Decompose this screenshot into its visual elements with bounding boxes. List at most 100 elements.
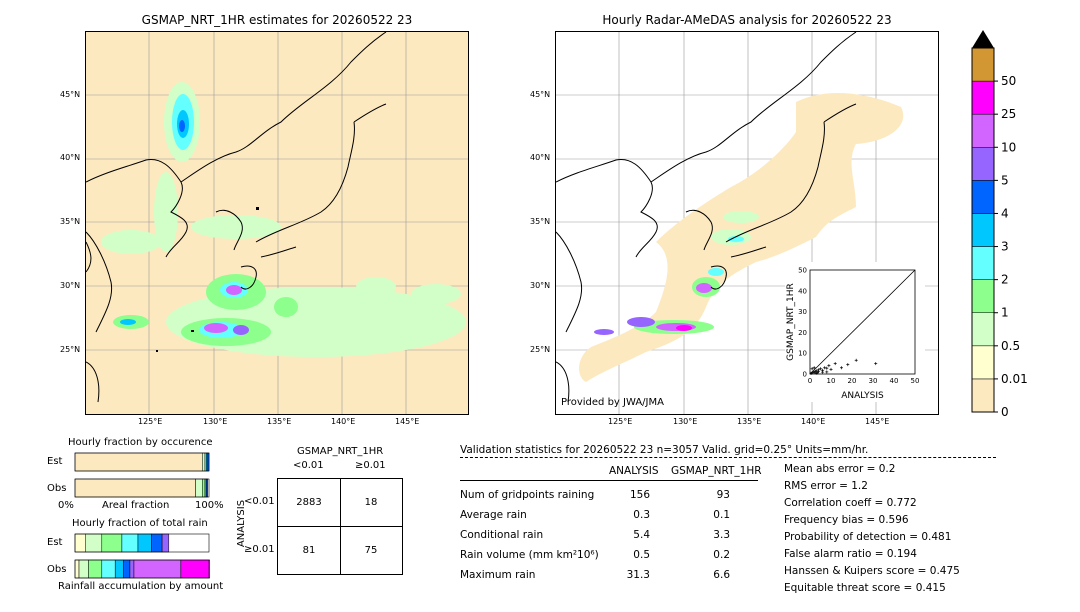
right-lon-label-140: 140°E: [801, 417, 826, 426]
scatter-x-tick: 40: [890, 377, 899, 385]
stack-segment: [101, 533, 123, 553]
scatter-x-tick: 50: [911, 377, 920, 385]
scatter-inset: 0 0 10 10 20 20 30 30 40 40 50 50 ANALYSIS GSMAP_NRT_…: [785, 262, 925, 402]
score-line: RMS error = 1.2: [784, 480, 868, 492]
score-line: Correlation coeff = 0.772: [784, 497, 917, 509]
scatter-point: [810, 367, 814, 371]
stack-segment: [137, 533, 152, 553]
radar-credit: Provided by JWA/JMA: [561, 397, 664, 408]
total-rain-est-label: Est: [47, 537, 63, 548]
occurrence-est-label: Est: [47, 456, 63, 467]
left-lat-label-40: 40°N: [60, 153, 81, 162]
left-lat-label-30: 30°N: [60, 281, 81, 290]
right-lat-label-40: 40°N: [530, 153, 551, 162]
validation-row-analysis: 31.3: [626, 569, 650, 581]
colorbar-tick-label: 3: [1001, 240, 1009, 254]
validation-header-rule: [460, 457, 996, 458]
colorbar-swatch: [971, 147, 995, 181]
stack-segment: [78, 559, 89, 579]
left-coastline: [86, 32, 387, 403]
colorbar-svg: 0 0.01 0.5 1 2 3 4 5 10 25 50: [971, 30, 1028, 419]
colorbar-tick-label: 0.01: [1001, 372, 1028, 386]
validation-row-analysis: 0.3: [633, 509, 650, 521]
contingency-cell-c: 81: [302, 545, 316, 556]
colorbar-tick-label: 1: [1001, 306, 1009, 320]
left-lon-label-125: 125°E: [138, 417, 163, 426]
scatter-diagonal: [809, 269, 916, 375]
score-line: False alarm ratio = 0.194: [784, 548, 917, 560]
total-rain-title: Hourly fraction of total rain: [72, 518, 208, 529]
scatter-y-tick: 40: [798, 287, 807, 295]
scatter-point: [874, 362, 878, 366]
stack-segment: [88, 559, 103, 579]
occurrence-axis-right: 100%: [195, 500, 224, 511]
stack-segment: [195, 478, 203, 498]
scatter-y-tick: 30: [798, 308, 807, 316]
scatter-point: [825, 370, 829, 374]
stack-segment: [161, 533, 170, 553]
stack-row-outline: [74, 478, 210, 498]
scatter-y-tick: 20: [798, 329, 807, 337]
stack-segment: [202, 452, 206, 472]
scatter-x-tick: 30: [869, 377, 878, 385]
colorbar: 0 0.01 0.5 1 2 3 4 5 10 25 50: [962, 28, 1042, 419]
total-rain-footer: Rainfall accumulation by amount: [58, 581, 224, 592]
scatter-x-tick: 20: [848, 377, 857, 385]
scatter-point: [825, 366, 829, 370]
occurrence-svg: [74, 451, 210, 499]
left-lon-label-135: 135°E: [267, 417, 292, 426]
validation-col-analysis: ANALYSIS: [609, 465, 659, 477]
left-lat-label-25: 25°N: [60, 345, 81, 354]
right-lat-label-30: 30°N: [530, 281, 551, 290]
total-rain-chart: [74, 532, 220, 580]
colorbar-swatch: [971, 378, 995, 413]
left-lon-label-130: 130°E: [203, 417, 228, 426]
scatter-point: [823, 366, 827, 370]
scatter-point: [819, 367, 822, 371]
left-lat-label-45: 45°N: [60, 90, 81, 99]
validation-col-rule: [460, 480, 758, 481]
score-line: Equitable threat score = 0.415: [784, 582, 946, 594]
validation-row-label: Num of gridpoints raining: [460, 489, 595, 501]
right-lon-label-125: 125°E: [608, 417, 633, 426]
colorbar-tick-label: 50: [1001, 74, 1016, 88]
right-rain-field: [594, 211, 759, 335]
occurrence-axis-left: 0%: [58, 500, 74, 511]
stack-row-outline: [74, 559, 210, 579]
left-map: [85, 31, 469, 415]
occurrence-axis-mid: Areal fraction: [102, 500, 170, 511]
right-lon-label-145: 145°E: [865, 417, 890, 426]
right-lon-label-135: 135°E: [737, 417, 762, 426]
colorbar-tick-label: 2: [1001, 273, 1009, 287]
colorbar-tick-label: 5: [1001, 173, 1009, 187]
scatter-xlabel: ANALYSIS: [841, 391, 884, 401]
scatter-point: [827, 364, 831, 368]
left-lat-label-35: 35°N: [60, 217, 81, 226]
score-line: Mean abs error = 0.2: [784, 463, 896, 475]
left-lon-label-145: 145°E: [395, 417, 420, 426]
contingency-cell-a: 2883: [296, 497, 322, 508]
scatter-y-tick: 10: [798, 350, 807, 358]
stack-row-outline: [74, 452, 210, 472]
stack-segment: [85, 533, 103, 553]
validation-header: Validation statistics for 20260522 23 n=…: [460, 444, 869, 456]
contingency-col-ge: ≥0.01: [355, 460, 386, 471]
scatter-point: [816, 370, 820, 374]
right-map-title: Hourly Radar-AMeDAS analysis for 2026052…: [602, 13, 892, 27]
contingency-title: GSMAP_NRT_1HR: [297, 446, 384, 457]
validation-row-label: Conditional rain: [460, 529, 544, 541]
stack-segment: [74, 559, 80, 579]
right-coastline: [556, 32, 857, 403]
right-lat-label-45: 45°N: [530, 90, 551, 99]
contingency-row-lt: <0.01: [244, 496, 275, 507]
validation-row-analysis: 0.5: [633, 549, 650, 561]
left-map-title: GSMAP_NRT_1HR estimates for 20260522 23: [141, 13, 413, 27]
stack-segment: [129, 559, 135, 579]
contingency-row-ge: ≥0.01: [244, 544, 275, 555]
stack-segment: [180, 559, 211, 579]
scatter-point: [833, 362, 837, 366]
colorbar-tick-label: 25: [1001, 107, 1016, 121]
validation-col-gsmap: GSMAP_NRT_1HR: [671, 465, 762, 477]
validation-row-gsmap: 93: [716, 489, 730, 501]
scatter-point: [821, 370, 825, 374]
